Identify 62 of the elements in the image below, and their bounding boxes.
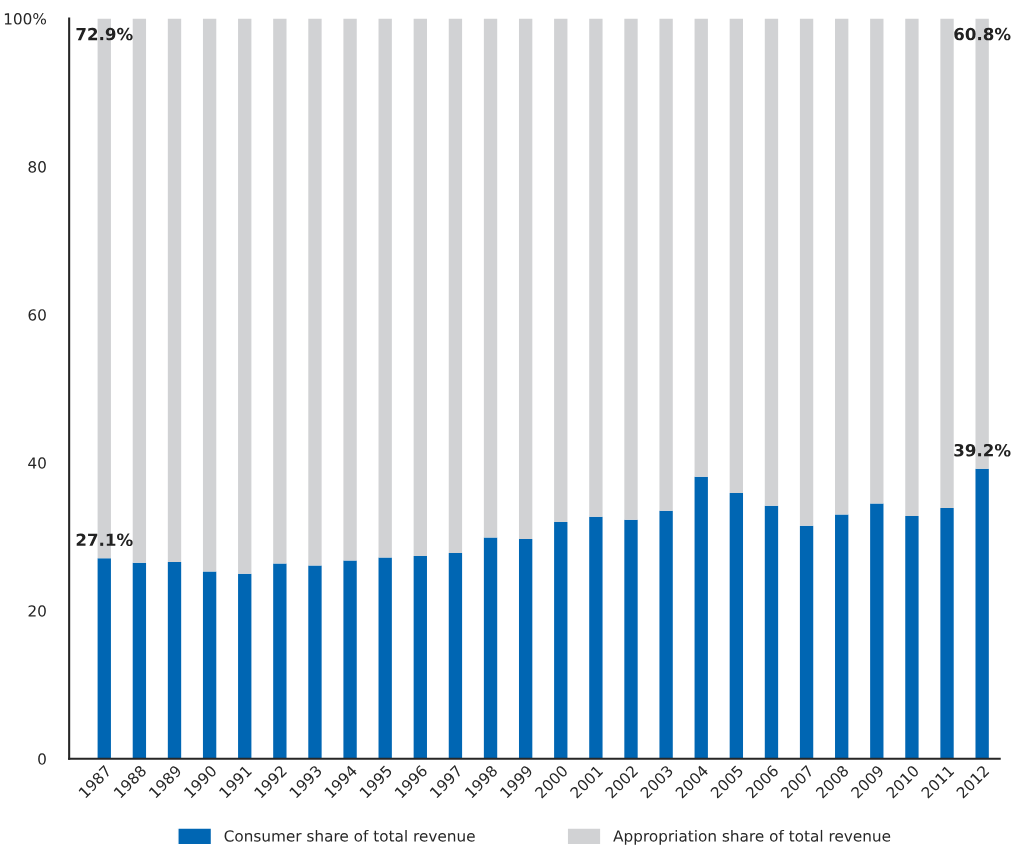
data-label: 60.8% <box>954 27 1011 41</box>
bar <box>554 521 568 759</box>
bar <box>694 18 708 477</box>
bar <box>202 571 217 759</box>
y-tick-label: 40 <box>28 457 46 469</box>
bar <box>694 476 708 759</box>
bar <box>975 468 989 759</box>
bar <box>518 538 533 759</box>
data-label: 27.1% <box>76 533 133 547</box>
y-tick-label: 60 <box>28 309 46 321</box>
bar <box>589 18 603 517</box>
bar <box>729 493 744 759</box>
bar <box>835 18 849 515</box>
bar <box>413 555 427 759</box>
bar <box>764 18 779 506</box>
y-tick-label: 80 <box>28 161 46 173</box>
bar <box>448 18 463 554</box>
bar <box>659 18 673 511</box>
bar <box>659 510 673 759</box>
bar <box>97 558 111 759</box>
bar <box>132 562 147 759</box>
bar <box>554 18 568 522</box>
bar <box>870 18 884 504</box>
bar <box>202 18 217 572</box>
bar <box>343 560 357 759</box>
bar <box>518 18 533 539</box>
bar <box>905 516 919 759</box>
bar <box>624 519 638 759</box>
bar <box>413 18 427 556</box>
bar <box>799 525 814 759</box>
bar <box>308 565 322 759</box>
data-label: 72.9% <box>76 27 133 41</box>
bar <box>273 563 287 759</box>
bar <box>273 18 287 564</box>
bar <box>483 537 498 759</box>
bar <box>624 18 638 520</box>
bar <box>940 507 954 759</box>
bar <box>378 18 392 558</box>
bar <box>905 18 919 517</box>
bar <box>799 18 814 526</box>
bar <box>835 514 849 759</box>
data-label: 39.2% <box>954 443 1011 457</box>
bar <box>343 18 357 561</box>
bar <box>378 557 392 759</box>
bar <box>729 18 744 494</box>
bar <box>483 18 498 538</box>
bar <box>589 516 603 759</box>
bar <box>167 561 182 759</box>
bar <box>238 18 252 574</box>
bar <box>940 18 954 508</box>
bar <box>132 18 147 563</box>
bar <box>448 553 463 759</box>
bar <box>167 18 182 562</box>
legend-label: Appropriation share of total revenue <box>613 829 891 845</box>
bar <box>870 503 884 759</box>
y-tick-label: 0 <box>38 753 46 765</box>
bar <box>764 505 779 759</box>
bar <box>308 18 322 566</box>
legend-label: Consumer share of total revenue <box>224 829 475 842</box>
y-tick-label: 20 <box>28 605 46 617</box>
y-tick-label: 100% <box>4 13 47 25</box>
bar <box>238 573 252 759</box>
